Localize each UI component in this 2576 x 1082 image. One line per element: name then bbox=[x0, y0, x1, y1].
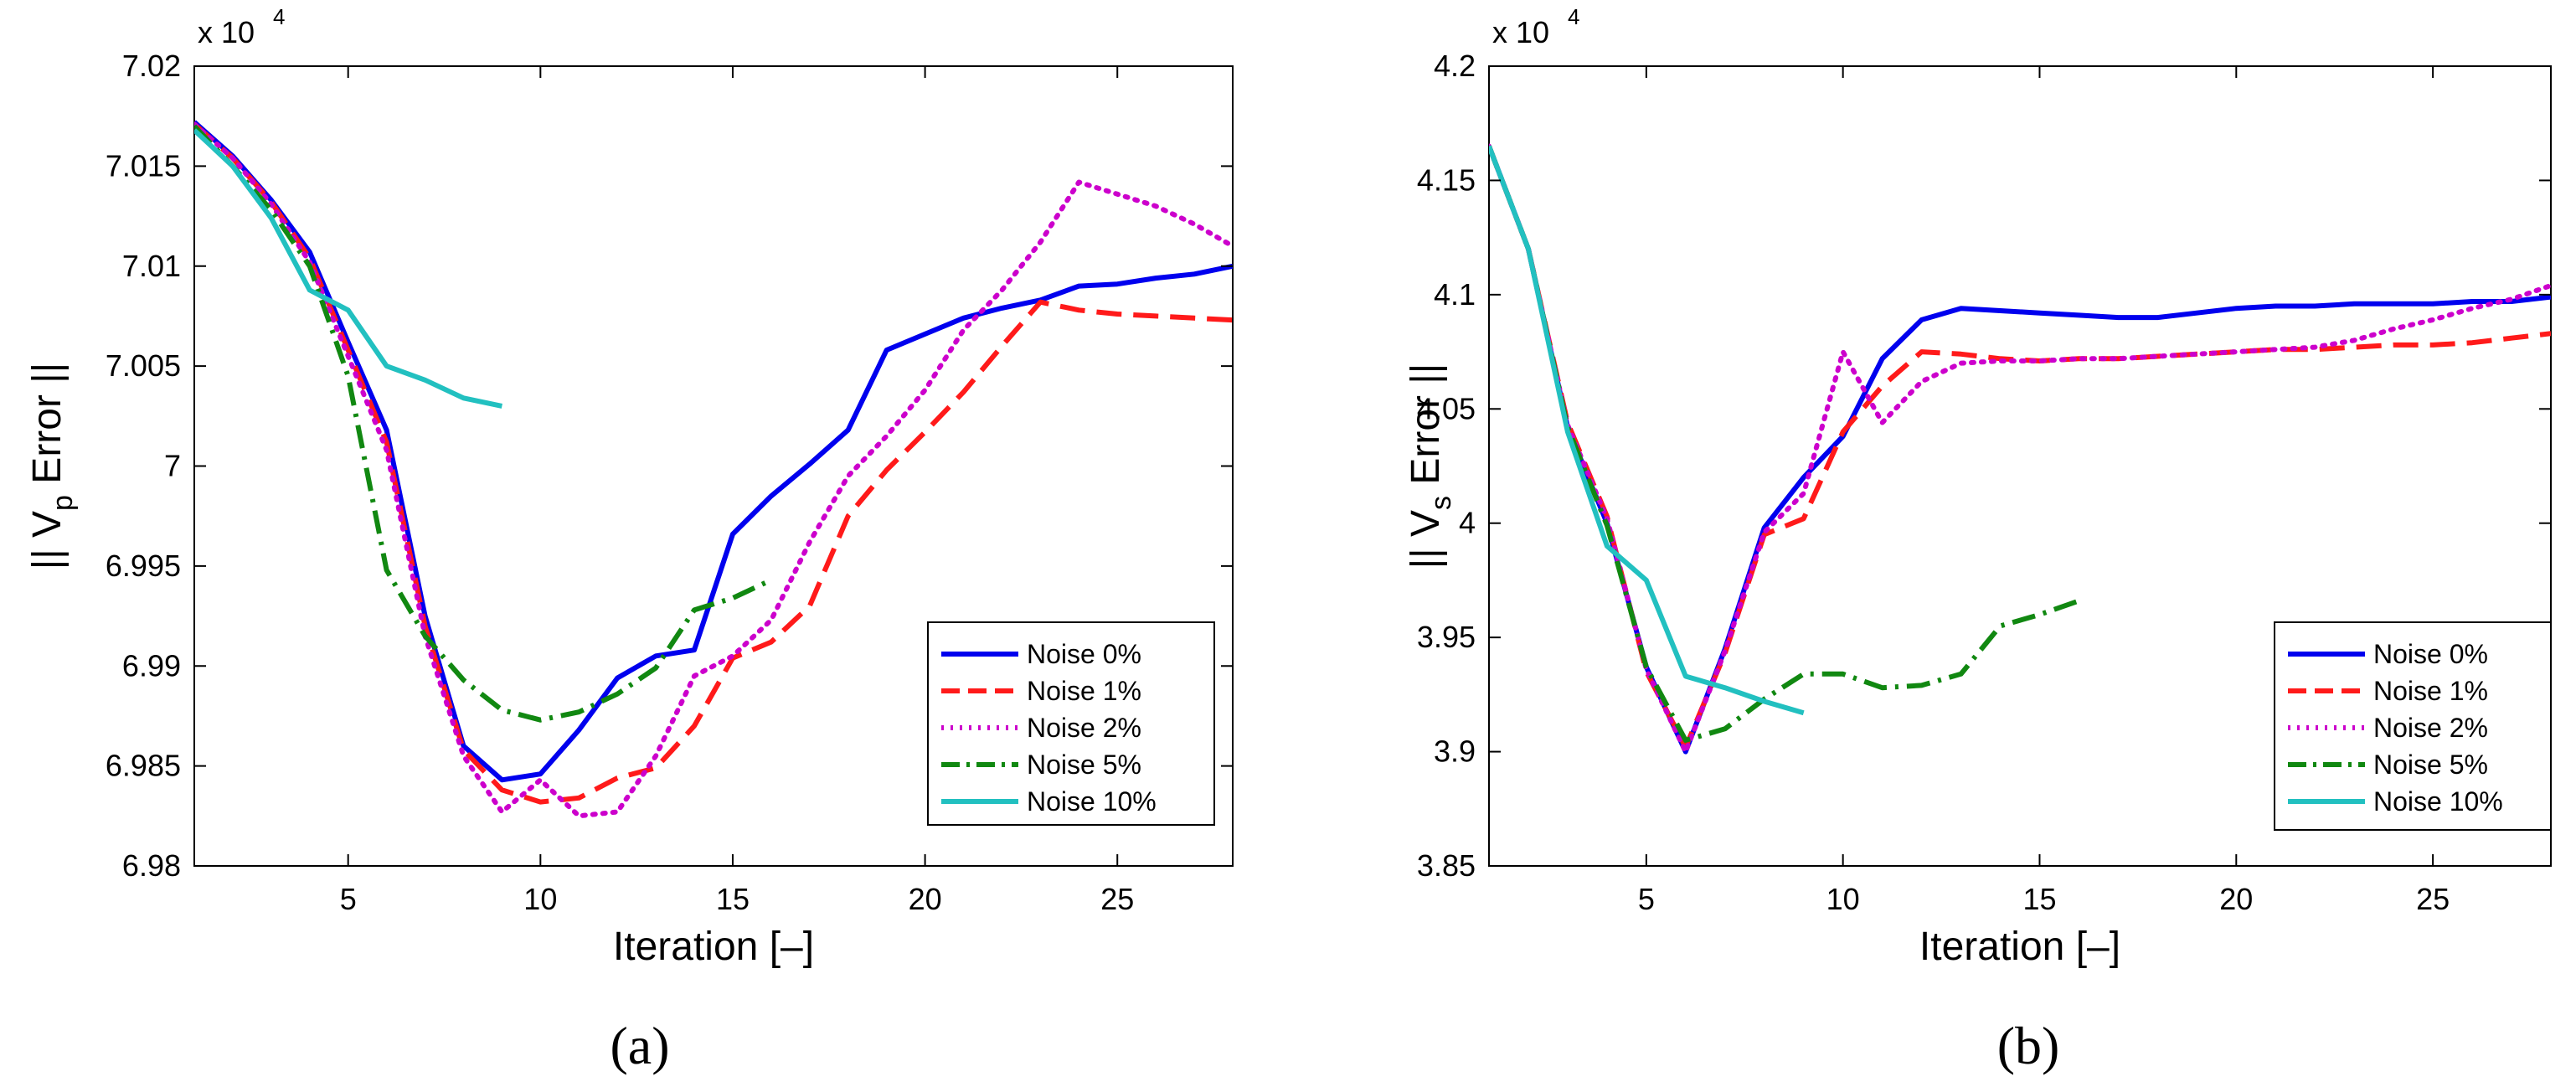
legend-entry-label: Noise 0% bbox=[2373, 639, 2488, 669]
y-axis-label-part: || V bbox=[25, 511, 70, 569]
series-line-noise-5- bbox=[1489, 145, 2080, 743]
x-tick-label: 5 bbox=[340, 882, 357, 916]
legend-entry-label: Noise 10% bbox=[1027, 786, 1157, 817]
legend-entry-label: Noise 1% bbox=[1027, 676, 1141, 706]
plot-frame bbox=[1488, 65, 2552, 867]
legend-entry-label: Noise 10% bbox=[2373, 786, 2503, 817]
y-axis-label-part: Error || bbox=[25, 363, 70, 495]
series-line-noise-10- bbox=[194, 128, 503, 409]
y-axis-label-part: || V bbox=[1404, 510, 1448, 569]
legend-entry-label: Noise 2% bbox=[2373, 713, 2488, 743]
x-tick-label: 10 bbox=[1826, 882, 1860, 916]
legend-entry-label: Noise 0% bbox=[1027, 639, 1141, 669]
x-tick-label: 20 bbox=[2219, 882, 2253, 916]
y-axis-label: || Vp Error || bbox=[25, 363, 79, 570]
y-tick-label: 3.85 bbox=[1417, 848, 1476, 883]
y-tick-label: 4 bbox=[1459, 506, 1476, 540]
legend-entry-label: Noise 2% bbox=[1027, 713, 1141, 743]
y-tick-label: 6.985 bbox=[106, 749, 181, 783]
y-tick-label: 6.99 bbox=[122, 648, 181, 683]
chart-b: 5 10 15 20 25 3.85 3.9 3.95 4 4.05 4.1 4.15 4.2 x 10 4… bbox=[1404, 4, 2552, 1075]
x-tick-label: 15 bbox=[716, 882, 750, 916]
series-line-noise-0- bbox=[194, 120, 1233, 783]
exponent-power: 4 bbox=[273, 4, 285, 29]
y-tick-label: 6.995 bbox=[106, 549, 181, 583]
series-line-noise-10- bbox=[1489, 145, 1805, 716]
y-axis-label: || Vs Error || bbox=[1404, 363, 1457, 569]
legend-entry-label: Noise 5% bbox=[1027, 750, 1141, 780]
y-tick-label: 4.1 bbox=[1434, 277, 1476, 312]
y-tick-label: 6.98 bbox=[122, 848, 181, 883]
y-tick-label: 3.95 bbox=[1417, 620, 1476, 654]
series-group bbox=[1489, 143, 2551, 755]
y-axis-label-part: Error || bbox=[1404, 363, 1448, 496]
series-group bbox=[194, 120, 1233, 819]
x-tick-label: 20 bbox=[909, 882, 942, 916]
series-line-noise-2- bbox=[1489, 143, 2551, 755]
panel-label: (a) bbox=[610, 1016, 669, 1075]
x-tick-label: 25 bbox=[1100, 882, 1134, 916]
legend-entry-label: Noise 1% bbox=[2373, 676, 2488, 706]
x-axis-label: Iteration [–] bbox=[1919, 925, 2120, 969]
y-tick-label: 7.005 bbox=[106, 348, 181, 383]
y-tick-label: 7.015 bbox=[106, 148, 181, 183]
y-tick-label: 4.2 bbox=[1434, 49, 1476, 83]
legend-box bbox=[2274, 621, 2552, 831]
y-tick-label: 4.15 bbox=[1417, 162, 1476, 197]
y-tick-label: 7.02 bbox=[122, 49, 181, 83]
exponent-label: x 10 bbox=[198, 15, 255, 49]
y-tick-label: 3.9 bbox=[1434, 734, 1476, 769]
y-tick-label: 7 bbox=[164, 449, 181, 483]
legend: Noise 0% Noise 1% Noise 2% Noise 5% Noise 10… bbox=[2274, 621, 2552, 831]
exponent-label: x 10 bbox=[1492, 15, 1549, 49]
x-tick-label: 25 bbox=[2416, 882, 2450, 916]
panel-label: (b) bbox=[1997, 1016, 2060, 1075]
y-axis-label-subscript: p bbox=[47, 495, 79, 511]
x-axis-label: Iteration [–] bbox=[613, 925, 814, 969]
chart-a: 5 10 15 20 25 6.98 6.985 6.99 6.995 7 7.005 7.01 7.0… bbox=[25, 4, 1234, 1075]
x-tick-label: 15 bbox=[2022, 882, 2056, 916]
y-tick-label: 4.05 bbox=[1417, 391, 1476, 425]
legend-entry-label: Noise 5% bbox=[2373, 750, 2488, 780]
series-line-noise-5- bbox=[194, 124, 773, 723]
y-axis-label-subscript: s bbox=[1425, 496, 1457, 510]
x-tick-label: 10 bbox=[523, 882, 557, 916]
x-tick-label: 5 bbox=[1638, 882, 1655, 916]
series-line-noise-1- bbox=[194, 121, 1233, 805]
legend: Noise 0% Noise 1% Noise 2% Noise 5% Noise 10… bbox=[927, 621, 1215, 826]
y-tick-label: 7.01 bbox=[122, 249, 181, 283]
exponent-power: 4 bbox=[1568, 4, 1579, 29]
series-line-noise-2- bbox=[194, 121, 1233, 819]
